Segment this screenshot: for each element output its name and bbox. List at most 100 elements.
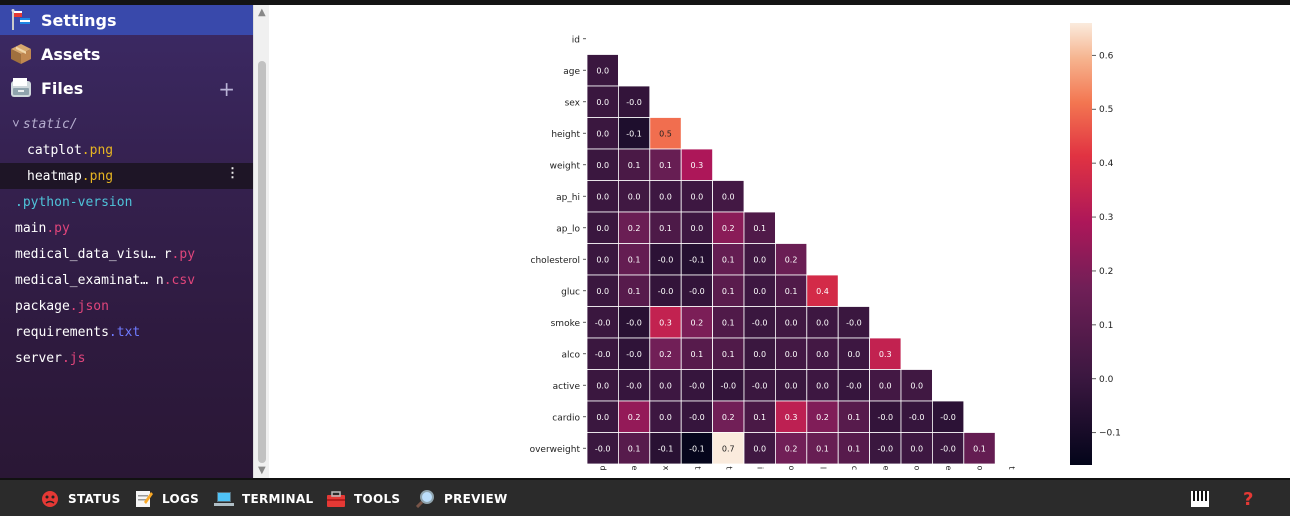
row-label: ap_lo (556, 224, 580, 234)
row-label: ap_hi (556, 193, 580, 203)
cell-value-label: 0.5 (659, 129, 672, 138)
file-item[interactable]: main .py (0, 215, 253, 241)
file-options-kebab-icon[interactable]: ⋮ (226, 166, 239, 181)
cell-value-label: 0.1 (722, 350, 735, 359)
file-name: main (15, 220, 47, 236)
tools-button[interactable]: TOOLS (326, 480, 400, 516)
heatmap-cell (680, 400, 714, 433)
cell-value-label: 0.1 (753, 413, 766, 422)
cell-value-label: 0.2 (628, 413, 641, 422)
cell-value-label: -0.0 (720, 381, 736, 390)
heatmap-cell (617, 306, 651, 339)
cell-value-label: 0.1 (785, 287, 798, 296)
cell-value-label: 0.0 (785, 318, 798, 327)
heatmap-cell (712, 243, 745, 276)
cell-value-label: 0.0 (628, 192, 641, 201)
help-button[interactable]: ? (1243, 480, 1254, 516)
x-tick-label: l (819, 467, 828, 469)
cell-value-label: 0.0 (596, 192, 609, 201)
heatmap-cell (712, 211, 745, 244)
heatmap-cell (900, 369, 933, 402)
file-item[interactable]: catplot .png (0, 137, 253, 163)
heatmap-cell (617, 85, 651, 118)
file-item[interactable]: medical_data_visu… r .py (0, 241, 253, 267)
file-extension: .py (171, 246, 196, 262)
heatmap-cell (586, 54, 619, 87)
sidebar-item-files[interactable]: Files + (0, 73, 253, 103)
heatmap-cell (680, 148, 714, 181)
file-item[interactable]: requirements .txt (0, 319, 253, 345)
heatmap-cell (774, 432, 808, 465)
heatmap-cell (900, 400, 933, 433)
logs-button[interactable]: LOGS (134, 480, 199, 516)
colorbar-tick-label: 0.4 (1099, 159, 1114, 169)
x-tick-label: e (944, 466, 953, 471)
scroll-down-arrow-icon[interactable]: ▼ (258, 465, 266, 476)
file-item[interactable]: medical_examinat… n .csv (0, 267, 253, 293)
cell-value-label: 0.0 (596, 161, 609, 170)
cell-value-label: 0.2 (628, 224, 641, 233)
cell-value-label: -0.0 (689, 381, 705, 390)
cell-value-label: 0.1 (816, 444, 829, 453)
cell-value-label: 0.7 (722, 444, 735, 453)
chevron-down-icon: ˅ (12, 116, 20, 132)
cell-value-label: 0.2 (785, 444, 798, 453)
colorbar-tick-label: 0.3 (1099, 213, 1113, 223)
cell-value-label: 0.2 (722, 413, 735, 422)
status-button[interactable]: STATUS (40, 480, 121, 516)
cell-value-label: 0.0 (753, 350, 766, 359)
sidebar-item-settings[interactable]: Settings (0, 5, 253, 35)
heatmap-cell (869, 432, 902, 465)
preview-pane: 0.0 0.0 -0.0 0.0 -0.1 0.5 0.0 0.1 0.1 0.3 0.0 0.0 0.… (269, 5, 1290, 478)
cell-value-label: -0.0 (595, 350, 611, 359)
cell-value-label: 0.1 (691, 350, 704, 359)
heatmap-cell (680, 306, 714, 339)
terminal-button[interactable]: TERMINAL (214, 480, 313, 516)
cell-value-label: 0.1 (659, 224, 672, 233)
scrollbar-thumb[interactable] (258, 61, 266, 463)
folder-static[interactable]: ˅ static/ (0, 111, 253, 137)
file-item[interactable]: server .js (0, 345, 253, 371)
cell-value-label: 0.0 (816, 350, 829, 359)
preview-button[interactable]: PREVIEW (415, 480, 508, 516)
piano-button[interactable] (1190, 480, 1218, 516)
row-label: smoke (551, 319, 581, 329)
heatmap-cell (649, 211, 682, 244)
row-labels: id age sex height weight ap_hi ap_lo cholestero… (530, 35, 586, 455)
cell-value-label: 0.0 (691, 224, 704, 233)
heatmap-cell (586, 148, 619, 181)
heatmap-cell (806, 400, 839, 433)
add-file-button[interactable]: + (218, 77, 235, 101)
cell-value-label: 0.1 (628, 255, 641, 264)
scroll-up-arrow-icon[interactable]: ▲ (258, 7, 266, 18)
file-extension: .txt (108, 324, 141, 340)
heatmap-cell (837, 369, 871, 402)
cell-value-label: -0.0 (752, 381, 768, 390)
sidebar-scrollbar[interactable]: ▲ ▼ (253, 5, 269, 478)
colorbar-tick-label: −0.1 (1099, 429, 1121, 439)
heatmap-cell (932, 432, 965, 465)
heatmap-cell (586, 400, 619, 433)
x-tick-label: e (881, 466, 890, 471)
tools-label: TOOLS (354, 492, 401, 506)
file-name: medical_examinat… n (15, 272, 164, 288)
cell-value-label: 0.0 (816, 318, 829, 327)
file-item[interactable]: package .json (0, 293, 253, 319)
heatmap-cell (743, 337, 776, 370)
x-tick-label: d (599, 465, 608, 470)
sidebar-item-assets[interactable]: Assets (0, 39, 253, 69)
cell-value-label: -0.1 (658, 444, 674, 453)
cell-value-label: -0.1 (689, 444, 705, 453)
cell-value-label: 0.3 (879, 350, 892, 359)
cell-value-label: -0.0 (940, 413, 956, 422)
sidebar-item-label: Files (41, 78, 84, 98)
file-item[interactable]: heatmap .png ⋮ (0, 163, 253, 189)
file-item[interactable]: .python-version (0, 189, 253, 215)
sidebar-item-label: Assets (41, 44, 101, 64)
file-cabinet-icon (10, 77, 32, 99)
colorbar-tick-label: 0.1 (1099, 321, 1113, 331)
heatmap-cell (837, 306, 871, 339)
row-label: gluc (561, 287, 580, 297)
bottom-toolbar: STATUS LOGS TERMINAL TOOLS PREVIEW (0, 478, 1290, 516)
cell-value-label: 0.0 (753, 444, 766, 453)
